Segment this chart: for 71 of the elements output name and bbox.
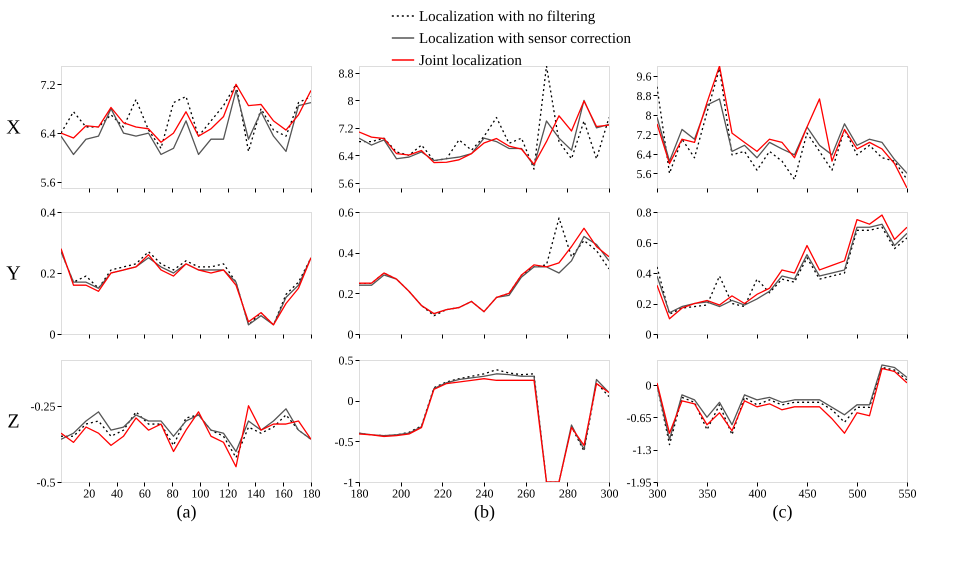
y-tick-label: 6.4 bbox=[40, 126, 56, 141]
x-axis-title: (b) bbox=[474, 502, 495, 522]
x-tick-label: 450 bbox=[798, 486, 816, 500]
y-tick-label: 7.2 bbox=[40, 78, 56, 92]
line-series bbox=[61, 408, 311, 452]
y-tick-label: 0.4 bbox=[338, 246, 354, 260]
x-tick-label: 120 bbox=[219, 486, 238, 500]
y-tick-label: -1.95 bbox=[626, 476, 652, 490]
x-tick-label: 500 bbox=[848, 486, 866, 500]
y-tick-label: 0.4 bbox=[40, 206, 56, 220]
y-tick-label: -1.3 bbox=[632, 443, 652, 458]
y-tick-label: 5.6 bbox=[338, 176, 354, 190]
y-tick-label: 0.2 bbox=[636, 297, 652, 311]
y-tick-label: 8.8 bbox=[338, 66, 354, 80]
y-tick-label: 8 bbox=[348, 94, 354, 108]
x-tick-label: 400 bbox=[748, 486, 766, 500]
x-axis-title: (a) bbox=[176, 502, 196, 522]
x-tick-label: 200 bbox=[392, 486, 410, 500]
x-tick-label: 160 bbox=[274, 486, 293, 500]
y-tick-label: 7.2 bbox=[636, 128, 652, 142]
y-tick-label: -0.65 bbox=[626, 410, 652, 425]
x-tick-label: 240 bbox=[476, 486, 494, 500]
x-tick-label: 300 bbox=[648, 486, 666, 500]
y-tick-label: -1 bbox=[344, 476, 354, 490]
x-tick-label: 550 bbox=[898, 486, 916, 500]
x-tick-label: 180 bbox=[350, 486, 368, 500]
x-tick-label: 300 bbox=[600, 486, 618, 500]
y-tick-label: -0.25 bbox=[30, 399, 56, 414]
y-tick-label: 8 bbox=[646, 108, 652, 122]
y-axis-title: X bbox=[6, 116, 22, 138]
legend-label: Localization with no filtering bbox=[419, 9, 596, 25]
x-tick-label: 20 bbox=[83, 486, 96, 500]
y-tick-label: 5.6 bbox=[636, 166, 652, 181]
line-series bbox=[657, 98, 907, 174]
y-tick-label: 0.8 bbox=[636, 206, 652, 220]
x-tick-label: 350 bbox=[698, 486, 716, 500]
x-tick-label: 180 bbox=[302, 486, 320, 500]
x-tick-label: 80 bbox=[166, 486, 179, 500]
y-tick-label: 0.5 bbox=[338, 354, 354, 368]
x-tick-label: 140 bbox=[246, 486, 265, 500]
y-axis-title: Z bbox=[7, 410, 20, 432]
y-tick-label: 0 bbox=[348, 328, 354, 342]
legend-label: Localization with sensor correction bbox=[419, 31, 632, 47]
y-axis-title: Y bbox=[6, 262, 21, 284]
legend-label: Joint localization bbox=[419, 53, 522, 69]
x-tick-label: 100 bbox=[191, 486, 210, 500]
y-tick-label: 8.8 bbox=[636, 88, 652, 103]
line-series bbox=[359, 66, 609, 170]
y-tick-label: 6.4 bbox=[338, 148, 354, 163]
y-tick-label: 0 bbox=[50, 328, 56, 342]
y-tick-label: -0.5 bbox=[36, 476, 56, 490]
x-tick-label: 40 bbox=[111, 486, 124, 500]
y-tick-label: 0.6 bbox=[338, 206, 354, 220]
y-tick-label: 0 bbox=[646, 378, 652, 392]
y-tick-label: 0.6 bbox=[636, 236, 652, 250]
x-axis-title: (c) bbox=[772, 502, 792, 522]
y-tick-label: 5.6 bbox=[40, 175, 56, 190]
y-tick-label: 7.2 bbox=[338, 121, 354, 136]
x-tick-label: 60 bbox=[138, 486, 151, 500]
y-tick-label: 0.4 bbox=[636, 266, 652, 280]
y-tick-label: -0.5 bbox=[334, 434, 354, 449]
y-tick-label: 9.6 bbox=[636, 69, 652, 84]
y-tick-label: 0.2 bbox=[338, 286, 354, 301]
x-tick-label: 220 bbox=[434, 486, 452, 500]
y-tick-label: 0 bbox=[646, 328, 652, 342]
y-tick-label: 0.2 bbox=[40, 266, 56, 280]
line-series bbox=[61, 405, 311, 468]
y-tick-label: 6.4 bbox=[636, 147, 652, 162]
x-tick-label: 260 bbox=[517, 486, 536, 500]
y-tick-label: 0 bbox=[348, 394, 354, 408]
x-tick-label: 280 bbox=[558, 486, 577, 500]
